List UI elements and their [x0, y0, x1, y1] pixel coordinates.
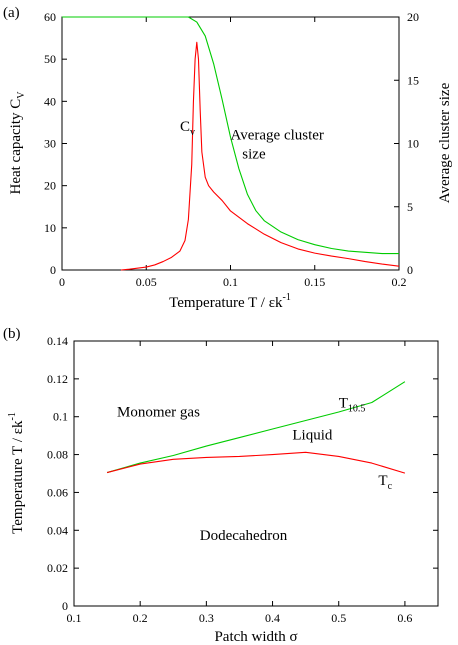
series-line-1: [120, 41, 400, 271]
y-tick-label: 0.08: [47, 448, 68, 462]
annotation: Cv: [180, 119, 195, 138]
x-tick-label: 0.4: [265, 611, 280, 625]
x-tick-label: 0.2: [133, 611, 148, 625]
x-tick-label: 0.05: [136, 275, 157, 289]
annotation: T10.5: [339, 395, 366, 414]
x-tick-label: 0.3: [199, 611, 214, 625]
panel-a-x-axis-title: Temperature T / εk-1: [169, 292, 291, 311]
panel-b-y-axis-title: Temperature T / εk-1: [7, 412, 26, 534]
panel-a-x-axis: 0 0.05 0.1 0.15 0.2: [59, 17, 407, 289]
panel-a-y-axis-title: Heat capacity CV: [8, 91, 27, 195]
x-tick-label: 0.6: [397, 611, 412, 625]
panel-a-series: [62, 16, 400, 271]
y-tick-label: 0.1: [53, 410, 68, 424]
panel-b-label: (b): [3, 326, 21, 342]
panel-a: (a) 0 0.05 0.1 0.15 0.2 0 10 20 30 40 50 60 0 5 10 15…: [3, 5, 453, 311]
x-tick-label: 0: [59, 275, 65, 289]
y2-tick-label: 20: [407, 10, 419, 24]
y2-tick-label: 15: [407, 73, 419, 87]
panel-b-series: [106, 381, 406, 474]
panel-b-x-axis: 0.1 0.2 0.3 0.4 0.5 0.6: [67, 341, 412, 625]
annotation: Liquid: [292, 427, 332, 443]
annotation: Dodecahedron: [200, 528, 288, 544]
y-tick-label: 40: [44, 94, 56, 108]
panel-a-y2-axis-title: Average cluster size: [437, 82, 453, 203]
y-tick-label: 20: [44, 179, 56, 193]
annotation: Tc: [378, 473, 392, 492]
panel-b: (b) 0.1 0.2 0.3 0.4 0.5 0.6 0 0.02 0.04 0.06 0.08…: [3, 326, 439, 645]
y-tick-label: 0.14: [47, 334, 68, 348]
series-line-2: [106, 451, 406, 474]
y-tick-label: 60: [44, 10, 56, 24]
y-tick-label: 0.04: [47, 523, 68, 537]
series-line-1: [106, 381, 406, 474]
y-tick-label: 0.02: [47, 561, 68, 575]
y-tick-label: 50: [44, 52, 56, 66]
y-tick-label: 0: [50, 263, 56, 277]
annotation: size: [242, 146, 266, 162]
panel-a-y-axis: 0 10 20 30 40 50 60: [44, 10, 67, 277]
panel-a-frame: [61, 16, 400, 271]
y2-tick-label: 10: [407, 137, 419, 151]
x-tick-label: 0.1: [67, 611, 82, 625]
y-tick-label: 0.12: [47, 372, 68, 386]
x-tick-label: 0.5: [331, 611, 346, 625]
x-tick-label: 0.1: [223, 275, 238, 289]
panel-b-frame: [73, 340, 439, 607]
y-tick-label: 0.06: [47, 485, 68, 499]
y2-tick-label: 5: [407, 200, 413, 214]
panel-a-label: (a): [3, 5, 20, 21]
y-tick-label: 30: [44, 137, 56, 151]
panel-b-x-axis-title: Patch width σ: [214, 629, 297, 645]
annotation: Average cluster: [231, 127, 324, 143]
y2-tick-label: 0: [407, 263, 413, 277]
x-tick-label: 0.15: [304, 275, 325, 289]
series-line-2: [62, 16, 399, 255]
panel-b-y-axis: 0 0.02 0.04 0.06 0.08 0.1 0.12 0.14: [47, 334, 438, 613]
y-tick-label: 10: [44, 221, 56, 235]
annotation: Monomer gas: [117, 405, 200, 421]
x-tick-label: 0.2: [392, 275, 407, 289]
panel-a-y2-axis: 0 5 10 15 20: [394, 10, 419, 277]
panel-a-annotations: Cv Average cluster size: [180, 119, 324, 162]
panel-b-annotations: Monomer gas T10.5 Liquid Tc Dodecahedron: [117, 395, 393, 544]
y-tick-label: 0: [62, 599, 68, 613]
